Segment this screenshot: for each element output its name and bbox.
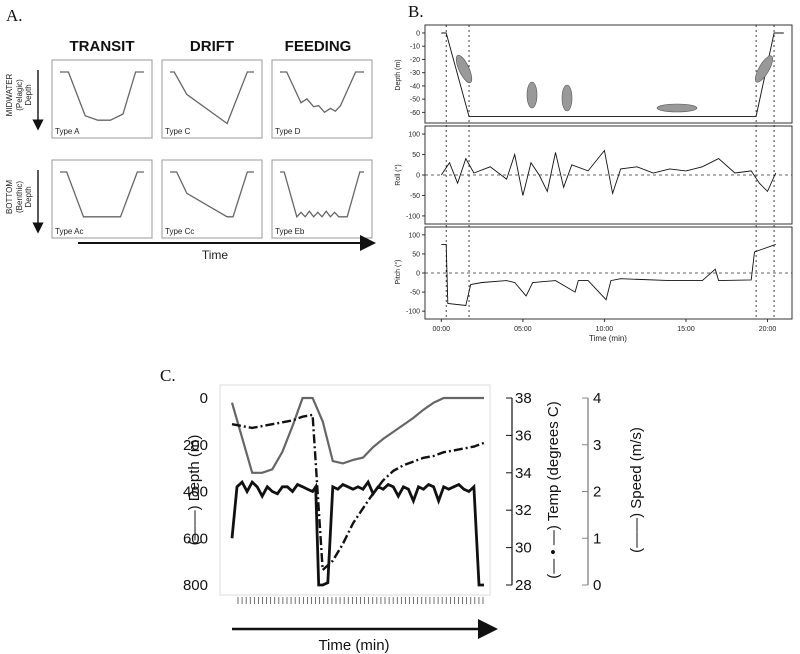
type-label-ac: Type Ac: [55, 227, 83, 236]
c-temp-tick-label: 32: [515, 502, 532, 519]
c-speed-tick-label: 4: [593, 390, 601, 407]
b-ytick-label: -10: [410, 44, 420, 51]
column-title-drift: DRIFT: [190, 38, 234, 55]
c-xlabel: Time (min): [318, 637, 389, 654]
type-label-cc: Type Cc: [165, 227, 194, 236]
b-xtick-label: 20:00: [759, 326, 777, 333]
column-title-transit: TRANSIT: [70, 38, 135, 55]
box-type-ac: [51, 159, 153, 239]
c-depth-tick: 200: [183, 437, 208, 454]
c-depth-line: [230, 396, 484, 474]
row-label-bottom: BOTTOM: [5, 180, 14, 214]
c-speed-axis-label: (——) Speed (m/s): [628, 427, 645, 553]
panel-b-letter: B.: [408, 2, 424, 21]
b-xlabel: Time (min): [589, 334, 627, 343]
c-temp-tick-label: 36: [515, 427, 532, 444]
c-temp-tick-label: 30: [515, 540, 532, 557]
b-ytick-label: 0: [416, 271, 420, 278]
b-ytick-label: -40: [410, 83, 420, 90]
type-label-c: Type C: [165, 127, 191, 136]
c-temp-line: [231, 413, 485, 573]
panel-b-series: [425, 25, 792, 319]
b-series-line-2: [441, 243, 776, 306]
b-pitch-ylabel: Pitch (°): [394, 260, 402, 285]
b-ytick-label: -50: [410, 193, 420, 200]
panel-a: A. TRANSIT DRIFT FEEDING MIDWATER (Pelag…: [5, 6, 376, 262]
row-depth-label-2: Depth: [24, 186, 33, 207]
b-xtick-label: 05:00: [514, 326, 532, 333]
c-depth-axis-label: (——) Depth (m): [186, 435, 203, 546]
b-ytick-label: 50: [412, 152, 420, 159]
row-label-midwater: MIDWATER: [5, 73, 14, 116]
c-temp-tick-label: 38: [515, 390, 532, 407]
b-ytick-label: 0: [416, 30, 420, 37]
type-label-d: Type D: [275, 127, 301, 136]
c-depth-tick: 400: [183, 484, 208, 501]
panel-b-ticks: 0 -10 -20 -30 -40 -50 -60 100 50 0 -50 -100 100 50 0 -5…: [406, 30, 776, 333]
profile-type-eb: [280, 171, 364, 219]
plot-frame-depth: [424, 24, 793, 124]
panel-b: B. Depth (m) Roll (°) Pitch (°) 0 -10 -20 -…: [394, 2, 793, 343]
box-type-cc: [161, 159, 263, 239]
c-speed-tick-label: 2: [593, 484, 601, 501]
b-series-line-0: [441, 32, 784, 117]
seal-illustration: [455, 54, 773, 113]
panel-c-series: [230, 396, 485, 587]
box-type-eb: [271, 159, 373, 239]
b-ytick-label: -50: [410, 97, 420, 104]
b-ytick-label: -20: [410, 57, 420, 64]
c-temp-tick-label: 28: [515, 577, 532, 594]
b-ytick-label: 100: [408, 132, 420, 139]
type-label-eb: Type Eb: [275, 227, 305, 236]
b-ytick-label: 50: [412, 251, 420, 258]
panel-a-letter: A.: [6, 6, 23, 25]
time-label-a: Time: [202, 248, 229, 262]
b-ytick-label: -50: [410, 290, 420, 297]
c-depth-tick: 0: [200, 390, 208, 407]
c-speed-tick-label: 1: [593, 530, 601, 547]
row-sub-pelagic: (Pelagic): [15, 79, 24, 111]
c-speed-tick-label: 0: [593, 577, 601, 594]
box-type-c: [161, 59, 263, 139]
profile-type-cc: [170, 171, 254, 218]
profile-type-ac: [60, 171, 144, 218]
b-depth-ylabel: Depth (m): [395, 59, 402, 90]
panel-c-letter: C.: [160, 366, 176, 385]
c-speed-line: [230, 479, 484, 587]
c-temp-axis-label: (— • —) Temp (degrees C): [545, 401, 562, 579]
panel-a-profiles: [60, 71, 364, 219]
b-ytick-label: 100: [408, 232, 420, 239]
profile-type-c: [170, 71, 254, 125]
c-temp-tick-label: 34: [515, 465, 532, 482]
b-series-line-1: [440, 149, 777, 196]
profile-type-d: [280, 71, 364, 114]
b-ytick-label: -60: [410, 110, 420, 117]
b-ytick-label: -100: [406, 309, 420, 316]
b-ytick-label: 0: [416, 173, 420, 180]
c-speed-tick-label: 3: [593, 437, 601, 454]
column-title-feeding: FEEDING: [285, 38, 352, 55]
profile-type-a: [60, 71, 144, 121]
b-ytick-label: -100: [406, 213, 420, 220]
c-depth-tick: 600: [183, 530, 208, 547]
b-roll-ylabel: Roll (°): [394, 164, 402, 185]
c-depth-tick: 800: [183, 577, 208, 594]
b-xtick-label: 00:00: [433, 326, 451, 333]
row-sub-benthic: (Benthic): [15, 181, 24, 213]
b-xtick-label: 10:00: [596, 326, 614, 333]
b-ytick-label: -30: [410, 70, 420, 77]
row-depth-label-1: Depth: [24, 84, 33, 105]
b-xtick-label: 15:00: [677, 326, 695, 333]
type-label-a: Type A: [55, 127, 80, 136]
